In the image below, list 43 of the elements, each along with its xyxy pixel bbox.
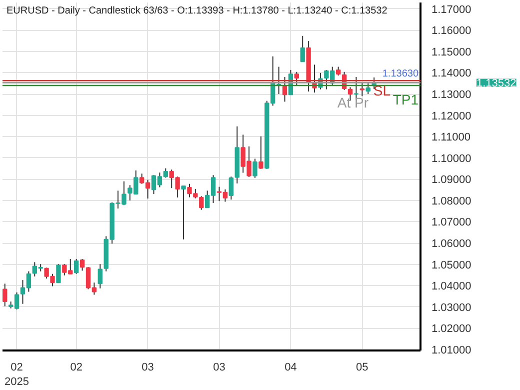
y-tick-label: 1.13000 <box>432 89 472 102</box>
x-tick-label: 05 <box>356 362 368 374</box>
candlestick <box>300 35 305 62</box>
candlestick <box>360 82 364 97</box>
candlestick <box>282 76 288 102</box>
candlestick <box>74 258 79 274</box>
y-tick-label: 1.10000 <box>432 152 472 165</box>
y-tick-label: 1.08000 <box>432 195 472 208</box>
y-tick-label: 1.03000 <box>432 302 472 314</box>
text: 1.13532 <box>476 78 516 90</box>
y-tick-label: 1.11000 <box>432 132 470 144</box>
chart-title: EURUSD - Daily - Candlestick 63/63 - O:1.13393 - H:1.13780 - L:1.13240 - C:1.13532 <box>6 6 388 16</box>
x-tick-label: 02 <box>70 362 82 374</box>
ref-line-label: SL <box>373 82 391 99</box>
candlestick <box>258 136 264 170</box>
y-tick-label: 1.04000 <box>432 280 472 293</box>
candlestick <box>181 185 186 240</box>
candlestick <box>2 283 8 307</box>
candlestick <box>80 258 85 272</box>
y-tick-label: 1.06000 <box>432 238 472 250</box>
candlestick <box>366 82 370 95</box>
candlestick <box>228 176 234 200</box>
x-tick-label: 03 <box>213 362 226 374</box>
ref-line-label: TP1 <box>392 92 419 108</box>
ref-line-label: At Pr <box>337 94 369 111</box>
x-tick-label: 02 2025 <box>4 362 30 388</box>
x-tick-label: 04 <box>284 362 297 374</box>
candlestick <box>294 71 299 86</box>
y-tick-label: 1.12000 <box>432 110 472 122</box>
y-tick-label: 1.15000 <box>432 46 472 58</box>
y-tick-label: 1.09000 <box>432 174 472 186</box>
y-tick-label: 1.14000 <box>432 68 472 80</box>
x-tick-label: 03 <box>142 362 154 374</box>
y-tick-label: 1.01000 <box>432 344 472 356</box>
y-tick-label: 1.16000 <box>432 25 472 38</box>
y-tick-label: 1.05000 <box>432 259 472 272</box>
candlestick <box>252 158 258 178</box>
y-tick-label: 1.07000 <box>432 216 472 229</box>
y-tick-label: 1.02000 <box>432 323 472 336</box>
candlestick <box>98 264 102 289</box>
text: 1.13630 <box>382 68 419 80</box>
candlestick <box>56 264 61 284</box>
y-tick-label: 1.17000 <box>432 4 472 16</box>
